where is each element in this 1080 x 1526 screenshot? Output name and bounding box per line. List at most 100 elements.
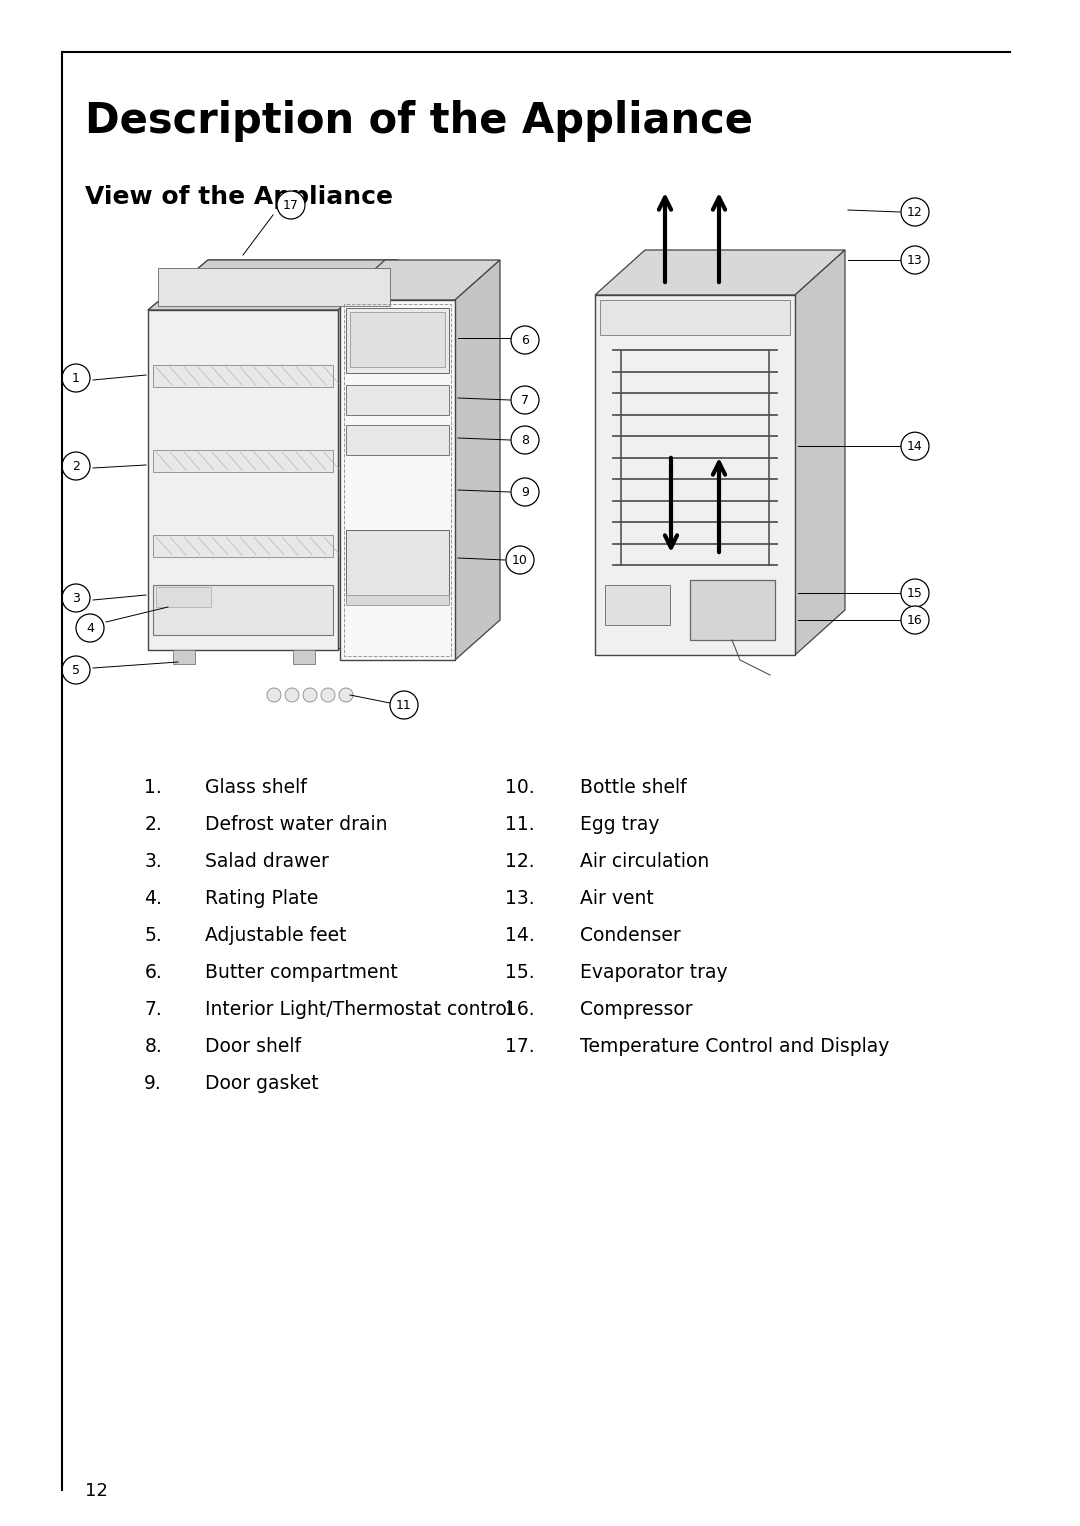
Circle shape <box>62 365 90 392</box>
Circle shape <box>321 688 335 702</box>
Text: 10: 10 <box>512 554 528 566</box>
Text: 14: 14 <box>907 439 923 453</box>
Bar <box>153 584 333 635</box>
Text: Salad drawer: Salad drawer <box>205 852 329 871</box>
Text: Description of the Appliance: Description of the Appliance <box>85 101 753 142</box>
Text: Door gasket: Door gasket <box>205 1074 319 1093</box>
Text: 12: 12 <box>85 1482 108 1500</box>
Text: 7: 7 <box>521 394 529 406</box>
Polygon shape <box>595 250 845 295</box>
Circle shape <box>62 584 90 612</box>
Text: 9.: 9. <box>145 1074 162 1093</box>
Circle shape <box>901 198 929 226</box>
Bar <box>153 450 333 472</box>
Bar <box>153 536 333 557</box>
Text: 8: 8 <box>521 433 529 447</box>
Circle shape <box>901 578 929 607</box>
Circle shape <box>507 546 534 574</box>
Text: Adjustable feet: Adjustable feet <box>205 926 347 945</box>
Text: Defrost water drain: Defrost water drain <box>205 815 388 835</box>
Text: 4: 4 <box>86 621 94 635</box>
Circle shape <box>76 613 104 642</box>
Circle shape <box>62 452 90 481</box>
Polygon shape <box>148 259 399 310</box>
Bar <box>350 311 445 366</box>
Circle shape <box>390 691 418 719</box>
Text: 15.: 15. <box>505 963 535 983</box>
Circle shape <box>901 432 929 461</box>
Circle shape <box>901 246 929 275</box>
Text: Door shelf: Door shelf <box>205 1038 301 1056</box>
Text: 9: 9 <box>521 485 529 499</box>
Text: Condenser: Condenser <box>580 926 680 945</box>
Text: 14.: 14. <box>505 926 535 945</box>
Text: 4.: 4. <box>144 890 162 908</box>
Circle shape <box>303 688 318 702</box>
Polygon shape <box>338 259 399 650</box>
Text: 5: 5 <box>72 664 80 676</box>
Bar <box>346 385 449 415</box>
Circle shape <box>511 327 539 354</box>
Text: 6: 6 <box>521 334 529 346</box>
Bar <box>595 295 795 655</box>
Text: 17: 17 <box>283 198 299 212</box>
Circle shape <box>511 478 539 507</box>
Text: Air vent: Air vent <box>580 890 653 908</box>
Text: 2: 2 <box>72 459 80 473</box>
Text: Air circulation: Air circulation <box>580 852 710 871</box>
Text: 5.: 5. <box>145 926 162 945</box>
Text: 2.: 2. <box>145 815 162 835</box>
Text: 10.: 10. <box>505 778 535 797</box>
Polygon shape <box>795 250 845 655</box>
Bar <box>173 650 195 664</box>
Bar <box>148 310 338 650</box>
Bar <box>340 301 455 661</box>
Text: 11.: 11. <box>505 815 535 835</box>
Text: 3: 3 <box>72 592 80 604</box>
Circle shape <box>285 688 299 702</box>
Bar <box>600 301 789 336</box>
Bar <box>293 650 315 664</box>
Text: 6.: 6. <box>145 963 162 983</box>
Text: 16.: 16. <box>505 1000 535 1019</box>
Text: 7.: 7. <box>145 1000 162 1019</box>
Circle shape <box>511 426 539 455</box>
Circle shape <box>62 656 90 684</box>
Text: Rating Plate: Rating Plate <box>205 890 319 908</box>
Bar <box>346 530 449 600</box>
Bar <box>346 426 449 455</box>
Circle shape <box>267 688 281 702</box>
Text: Bottle shelf: Bottle shelf <box>580 778 687 797</box>
Bar <box>605 584 670 626</box>
Text: Compressor: Compressor <box>580 1000 692 1019</box>
Bar <box>158 269 390 307</box>
Circle shape <box>901 606 929 633</box>
Bar <box>153 365 333 388</box>
Text: Evaporator tray: Evaporator tray <box>580 963 728 983</box>
Text: 1.: 1. <box>145 778 162 797</box>
Bar <box>346 595 449 604</box>
Polygon shape <box>148 259 399 310</box>
Text: 12: 12 <box>907 206 923 218</box>
Text: 16: 16 <box>907 613 923 627</box>
Text: 8.: 8. <box>145 1038 162 1056</box>
Text: 15: 15 <box>907 586 923 600</box>
Text: Temperature Control and Display: Temperature Control and Display <box>580 1038 889 1056</box>
Text: 1: 1 <box>72 371 80 385</box>
Text: 12.: 12. <box>505 852 535 871</box>
Bar <box>346 308 449 372</box>
Circle shape <box>276 191 305 220</box>
Text: 13.: 13. <box>505 890 535 908</box>
Text: 17.: 17. <box>505 1038 535 1056</box>
Text: 3.: 3. <box>145 852 162 871</box>
Polygon shape <box>340 259 500 301</box>
Bar <box>156 588 211 607</box>
Polygon shape <box>455 259 500 661</box>
Text: Interior Light/Thermostat control: Interior Light/Thermostat control <box>205 1000 512 1019</box>
Bar <box>690 580 775 639</box>
Text: 11: 11 <box>396 699 411 711</box>
Circle shape <box>339 688 353 702</box>
Text: 13: 13 <box>907 253 923 267</box>
Text: Egg tray: Egg tray <box>580 815 660 835</box>
Text: Glass shelf: Glass shelf <box>205 778 307 797</box>
